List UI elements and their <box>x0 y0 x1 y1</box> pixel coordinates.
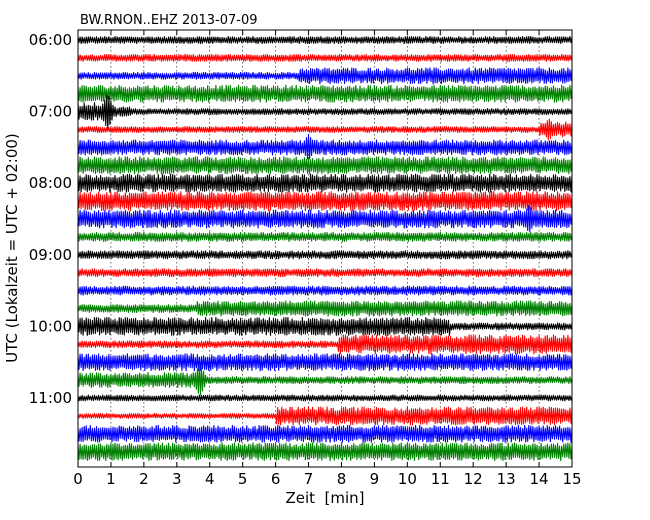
x-tick-label: 7 <box>304 470 314 488</box>
trace-row <box>77 250 573 260</box>
y-tick-label: 08:00 <box>29 174 72 192</box>
trace-row <box>77 53 573 62</box>
trace-row <box>77 442 573 462</box>
trace-row <box>77 118 573 141</box>
grid-lines <box>110 30 540 467</box>
x-axis-label: Zeit [min] <box>285 489 364 507</box>
trace-row <box>77 406 573 426</box>
trace-row <box>77 316 573 336</box>
x-tick-label: 4 <box>205 470 215 488</box>
y-axis-ticks: 06:00 07:00 08:00 09:00 10:00 11:00 <box>29 31 83 407</box>
x-tick-label: 12 <box>464 470 483 488</box>
x-tick-label: 9 <box>370 470 380 488</box>
x-tick-label: 14 <box>530 470 549 488</box>
trace-row <box>77 300 573 317</box>
plot-frame <box>77 29 573 468</box>
trace-row <box>77 364 573 396</box>
trace-row <box>77 94 573 130</box>
trace-row <box>77 191 573 212</box>
x-tick-label: 10 <box>398 470 417 488</box>
trace-row <box>77 67 573 85</box>
x-axis-ticks: 0 1 2 3 4 5 6 7 8 9 10 11 12 13 14 15 <box>73 30 582 488</box>
trace-row <box>77 424 573 443</box>
y-tick-label: 06:00 <box>29 31 72 49</box>
y-tick-label: 11:00 <box>29 389 72 407</box>
x-tick-label: 8 <box>337 470 347 488</box>
x-tick-label: 1 <box>106 470 116 488</box>
trace-row <box>77 268 573 278</box>
chart-title: BW.RNON..EHZ 2013-07-09 <box>80 13 258 28</box>
trace-row <box>77 334 573 355</box>
x-tick-label: 2 <box>139 470 149 488</box>
trace-row <box>77 231 573 242</box>
y-tick-label: 09:00 <box>29 246 72 264</box>
x-tick-label: 6 <box>271 470 281 488</box>
trace-row <box>77 133 573 160</box>
trace-row <box>77 35 573 45</box>
trace-row <box>77 156 573 175</box>
x-tick-label: 3 <box>172 470 182 488</box>
seismic-traces <box>77 35 573 462</box>
y-tick-label: 10:00 <box>29 317 72 335</box>
trace-row <box>77 84 573 103</box>
x-tick-label: 5 <box>238 470 248 488</box>
trace-row <box>77 205 573 233</box>
trace-row <box>77 353 573 372</box>
trace-row <box>77 394 573 402</box>
y-axis-label: UTC (Lokalzeit = UTC + 02:00) <box>3 133 21 363</box>
trace-row <box>77 173 573 193</box>
x-tick-label: 11 <box>431 470 450 488</box>
trace-row <box>77 285 573 296</box>
x-tick-label: 15 <box>562 470 581 488</box>
x-tick-label: 0 <box>73 470 83 488</box>
x-tick-label: 13 <box>497 470 516 488</box>
y-tick-label: 07:00 <box>29 103 72 121</box>
